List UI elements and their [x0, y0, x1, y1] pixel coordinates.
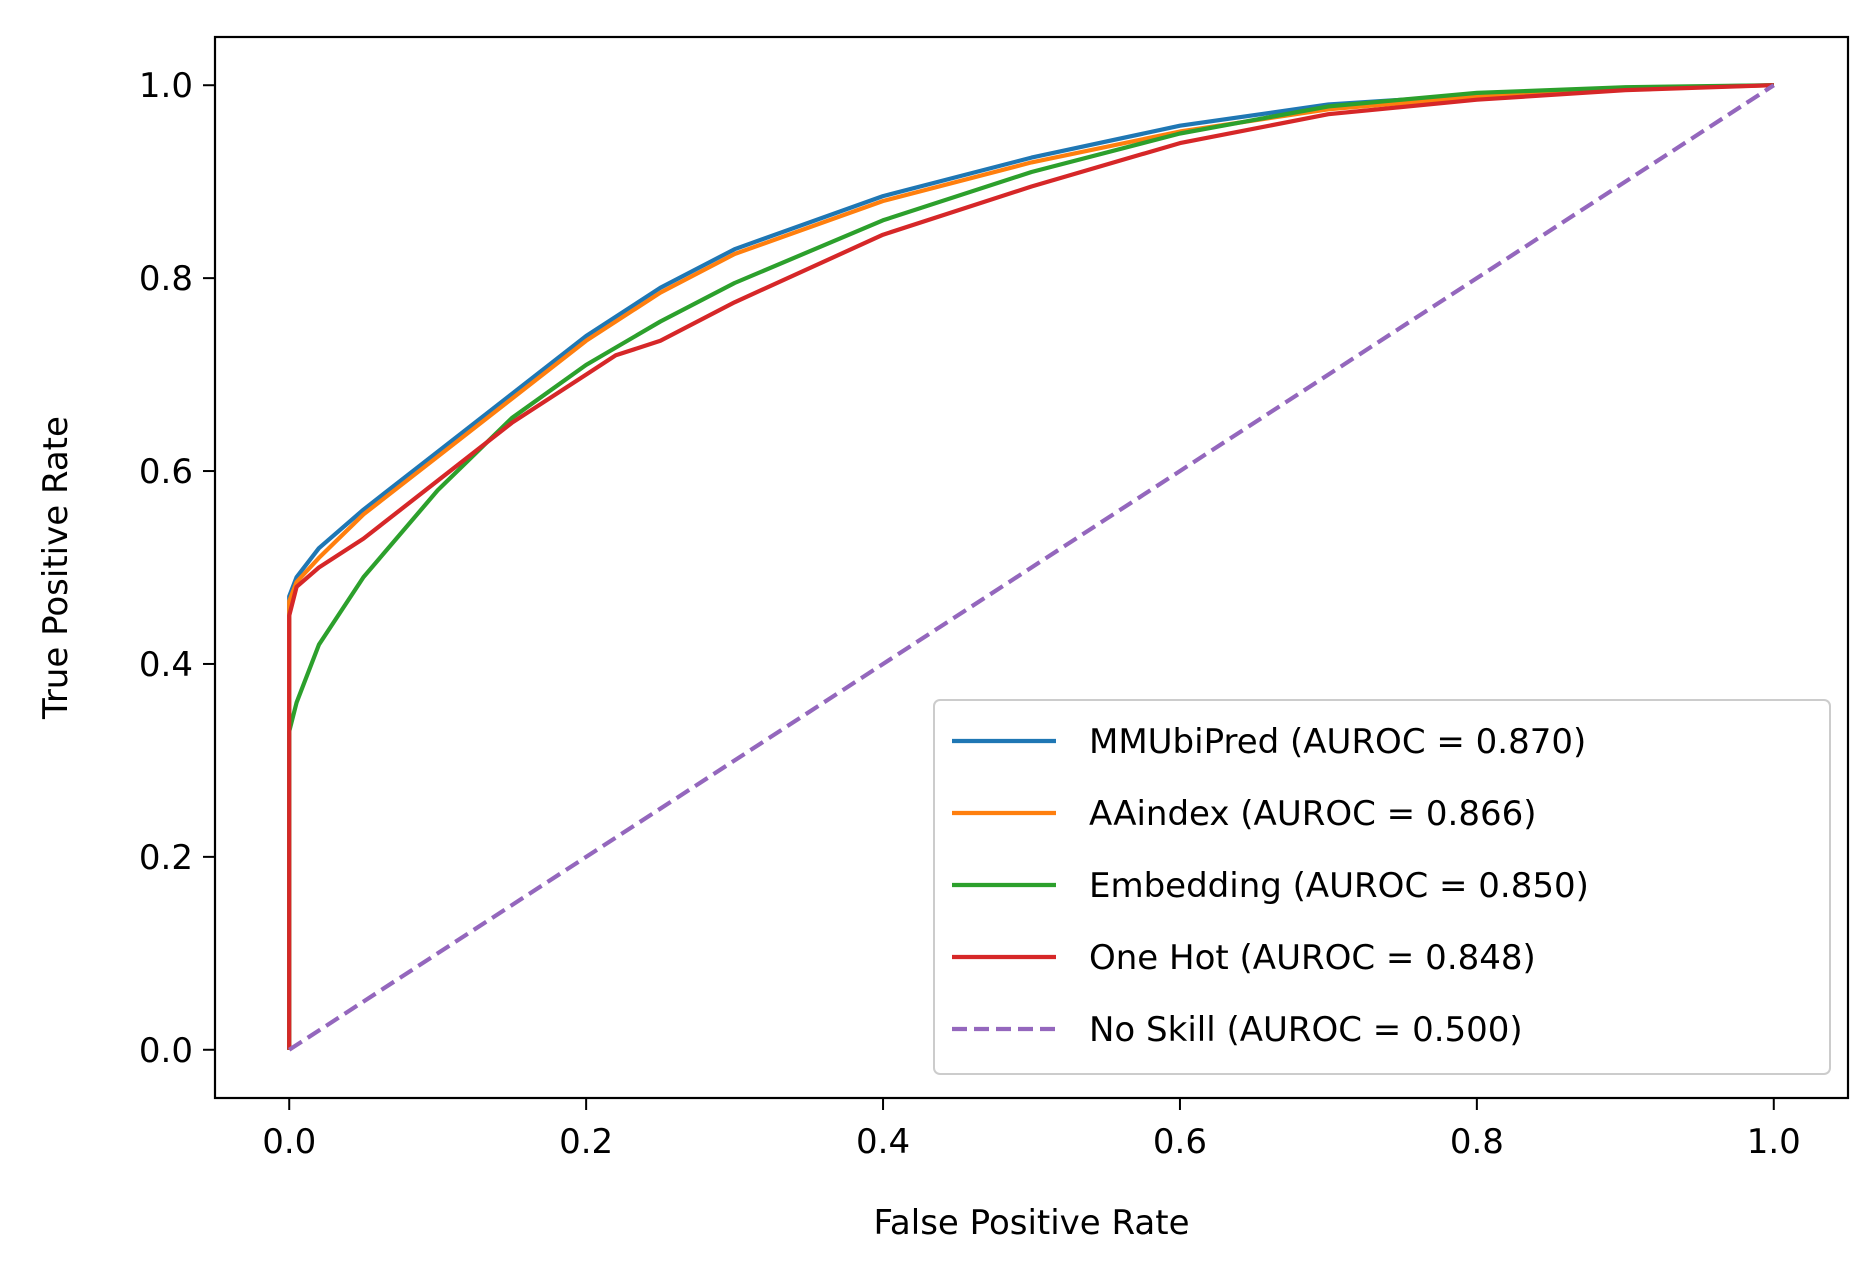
x-tick-label: 0.6: [1153, 1122, 1207, 1162]
legend-label-one-hot: One Hot (AUROC = 0.848): [1089, 938, 1536, 978]
x-axis-label: False Positive Rate: [874, 1203, 1190, 1243]
y-tick-label: 0.0: [139, 1031, 193, 1071]
x-tick-label: 0.0: [262, 1122, 316, 1162]
series-line-one-hot: [287, 83, 1774, 1050]
x-tick-label: 0.2: [559, 1122, 613, 1162]
series-line-no-skill: [288, 83, 1775, 1052]
y-tick-label: 0.4: [139, 645, 193, 685]
x-axis-ticks: 0.0 0.2 0.4 0.6 0.8 1.0: [262, 1098, 1801, 1162]
y-tick-label: 0.6: [139, 452, 193, 492]
y-tick-label: 1.0: [139, 66, 193, 106]
legend-label-embedding: Embedding (AUROC = 0.850): [1089, 866, 1589, 906]
series-line-aaindex: [287, 83, 1774, 1050]
x-tick-label: 0.4: [856, 1122, 910, 1162]
y-tick-label: 0.2: [139, 838, 193, 878]
legend: MMUbiPred (AUROC = 0.870) AAindex (AUROC …: [933, 699, 1831, 1075]
legend-label-mmubipred: MMUbiPred (AUROC = 0.870): [1089, 722, 1586, 762]
legend-label-no-skill: No Skill (AUROC = 0.500): [1089, 1010, 1523, 1050]
y-axis-ticks: 0.0 0.2 0.4 0.6 0.8 1.0: [139, 66, 215, 1071]
x-tick-label: 0.8: [1450, 1122, 1504, 1162]
y-axis-label: True Positive Rate: [36, 416, 76, 720]
x-tick-label: 1.0: [1747, 1122, 1801, 1162]
plot-lines: [287, 83, 1775, 1052]
legend-label-aaindex: AAindex (AUROC = 0.866): [1089, 794, 1537, 834]
plot-frame: [213, 35, 1850, 1100]
series-line-embedding: [287, 83, 1774, 1050]
y-tick-label: 0.8: [139, 259, 193, 299]
legend-box: [933, 699, 1831, 1075]
